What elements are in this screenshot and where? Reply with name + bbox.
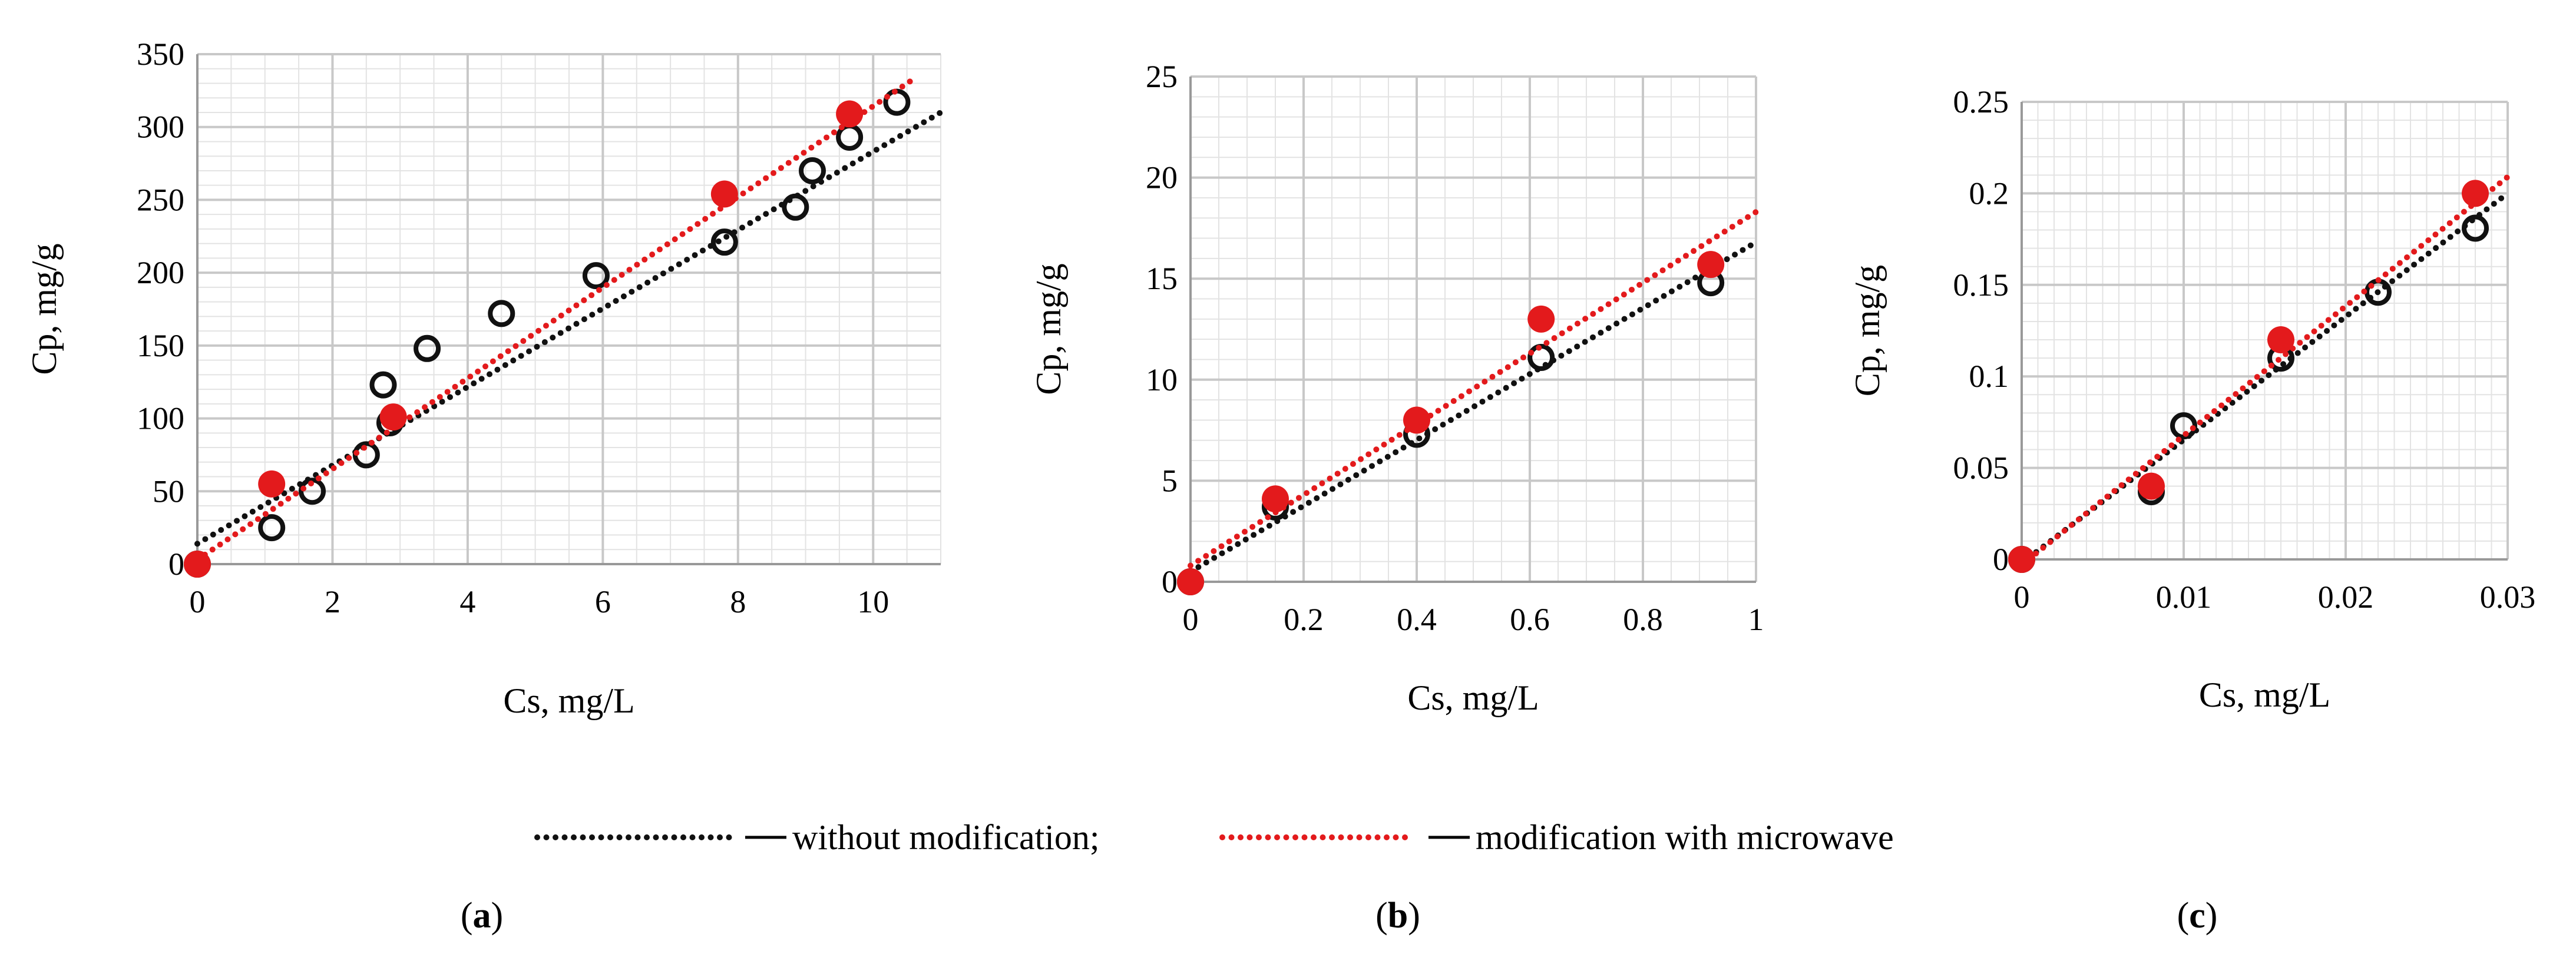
x-tick-label: 0 xyxy=(2014,579,2030,615)
trendline-microwave xyxy=(2019,174,2511,568)
x-tick-label: 0.2 xyxy=(1284,602,1324,637)
data-point-microwave xyxy=(2008,546,2035,573)
y-tick-label: 5 xyxy=(1162,463,1178,498)
y-tick-label: 100 xyxy=(137,401,184,436)
x-tick-label: 0.6 xyxy=(1510,602,1550,637)
y-tick-label: 15 xyxy=(1146,261,1178,296)
series-microwave xyxy=(1177,208,1759,595)
y-tick-label: 0.05 xyxy=(1953,450,2009,486)
data-point-without-modification xyxy=(782,193,809,221)
panel-label: (c) xyxy=(2177,896,2218,936)
data-point-without-modification xyxy=(799,157,826,184)
data-point-without-modification xyxy=(299,478,326,505)
x-tick-label: 0.03 xyxy=(2480,579,2536,615)
y-tick-label: 20 xyxy=(1146,160,1178,195)
x-tick-label: 0 xyxy=(1183,602,1199,637)
data-point-without-modification xyxy=(488,300,515,327)
y-tick-label: 250 xyxy=(137,182,184,217)
data-point-without-modification xyxy=(710,228,738,256)
x-tick-label: 0.4 xyxy=(1397,602,1437,637)
data-point-microwave xyxy=(1697,251,1725,279)
y-tick-label: 50 xyxy=(153,473,184,509)
y-tick-label: 0.2 xyxy=(1969,175,2009,211)
y-tick-label: 0.25 xyxy=(1953,84,2009,120)
legend-without-label: without modification; xyxy=(792,818,1100,857)
data-point-microwave xyxy=(2138,472,2165,500)
data-point-microwave xyxy=(836,100,864,128)
series-without-modification xyxy=(184,88,944,578)
x-tick-label: 10 xyxy=(857,584,889,619)
legend-microwave-label: modification with microwave xyxy=(1476,818,1894,857)
x-tick-label: 2 xyxy=(325,584,340,619)
series-without-modification xyxy=(1177,239,1759,595)
trendline-without-modification xyxy=(1188,239,1759,575)
y-tick-label: 0.15 xyxy=(1953,267,2009,303)
y-tick-label: 25 xyxy=(1146,59,1178,94)
y-tick-label: 300 xyxy=(137,110,184,145)
x-tick-label: 4 xyxy=(459,584,475,619)
x-axis-title: Cs, mg/L xyxy=(503,681,634,720)
series-microwave xyxy=(184,76,917,578)
data-point-microwave xyxy=(184,551,211,578)
y-tick-label: 10 xyxy=(1146,362,1178,397)
y-axis-title: Cp, mg/g xyxy=(25,243,64,375)
data-point-microwave xyxy=(1177,568,1204,595)
y-axis-title: Cp, mg/g xyxy=(1029,263,1068,395)
x-tick-label: 0.02 xyxy=(2318,579,2374,615)
data-point-microwave xyxy=(1527,305,1555,333)
data-point-without-modification xyxy=(883,88,911,116)
x-axis-title: Cs, mg/L xyxy=(2199,675,2330,714)
y-tick-label: 200 xyxy=(137,255,184,290)
data-point-microwave xyxy=(379,403,407,431)
data-point-without-modification xyxy=(414,334,441,362)
series-microwave xyxy=(2008,174,2511,573)
y-tick-label: 350 xyxy=(137,37,184,72)
data-point-without-modification xyxy=(369,371,397,399)
data-point-microwave xyxy=(2462,180,2489,207)
x-axis-title: Cs, mg/L xyxy=(1407,678,1539,717)
y-axis-title: Cp, mg/g xyxy=(1848,265,1887,396)
trendline-microwave xyxy=(194,76,917,563)
x-tick-label: 0.01 xyxy=(2156,579,2212,615)
data-point-without-modification xyxy=(2462,214,2489,242)
x-tick-label: 6 xyxy=(595,584,611,619)
data-point-without-modification xyxy=(582,262,610,290)
y-tick-label: 0 xyxy=(1162,564,1178,599)
x-tick-label: 8 xyxy=(730,584,746,619)
panel-label: (a) xyxy=(461,896,503,936)
data-point-microwave xyxy=(1262,485,1289,513)
data-point-microwave xyxy=(710,180,738,208)
trendline-without-modification xyxy=(194,109,944,547)
data-point-microwave xyxy=(1403,406,1430,434)
y-tick-label: 0.1 xyxy=(1969,359,2009,394)
legend: without modification; modification with … xyxy=(534,818,1894,857)
panel-label: (b) xyxy=(1375,896,1420,936)
gridlines xyxy=(2021,101,2509,561)
x-tick-label: 1 xyxy=(1748,602,1764,637)
data-point-microwave xyxy=(258,470,286,498)
chart-panel-c: 0 0.01 0.02 0.03 0 0.05 0.1 0.15 0.2 0.25 Cs, mg/L… xyxy=(1848,84,2535,936)
y-tick-label: 0 xyxy=(168,546,184,582)
data-point-without-modification xyxy=(258,514,286,542)
y-tick-label: 150 xyxy=(137,328,184,363)
data-point-microwave xyxy=(2267,326,2294,354)
x-tick-label: 0.8 xyxy=(1623,602,1663,637)
data-point-without-modification xyxy=(2170,412,2197,440)
y-tick-label: 0 xyxy=(1993,542,2009,577)
x-tick-label: 0 xyxy=(190,584,206,619)
